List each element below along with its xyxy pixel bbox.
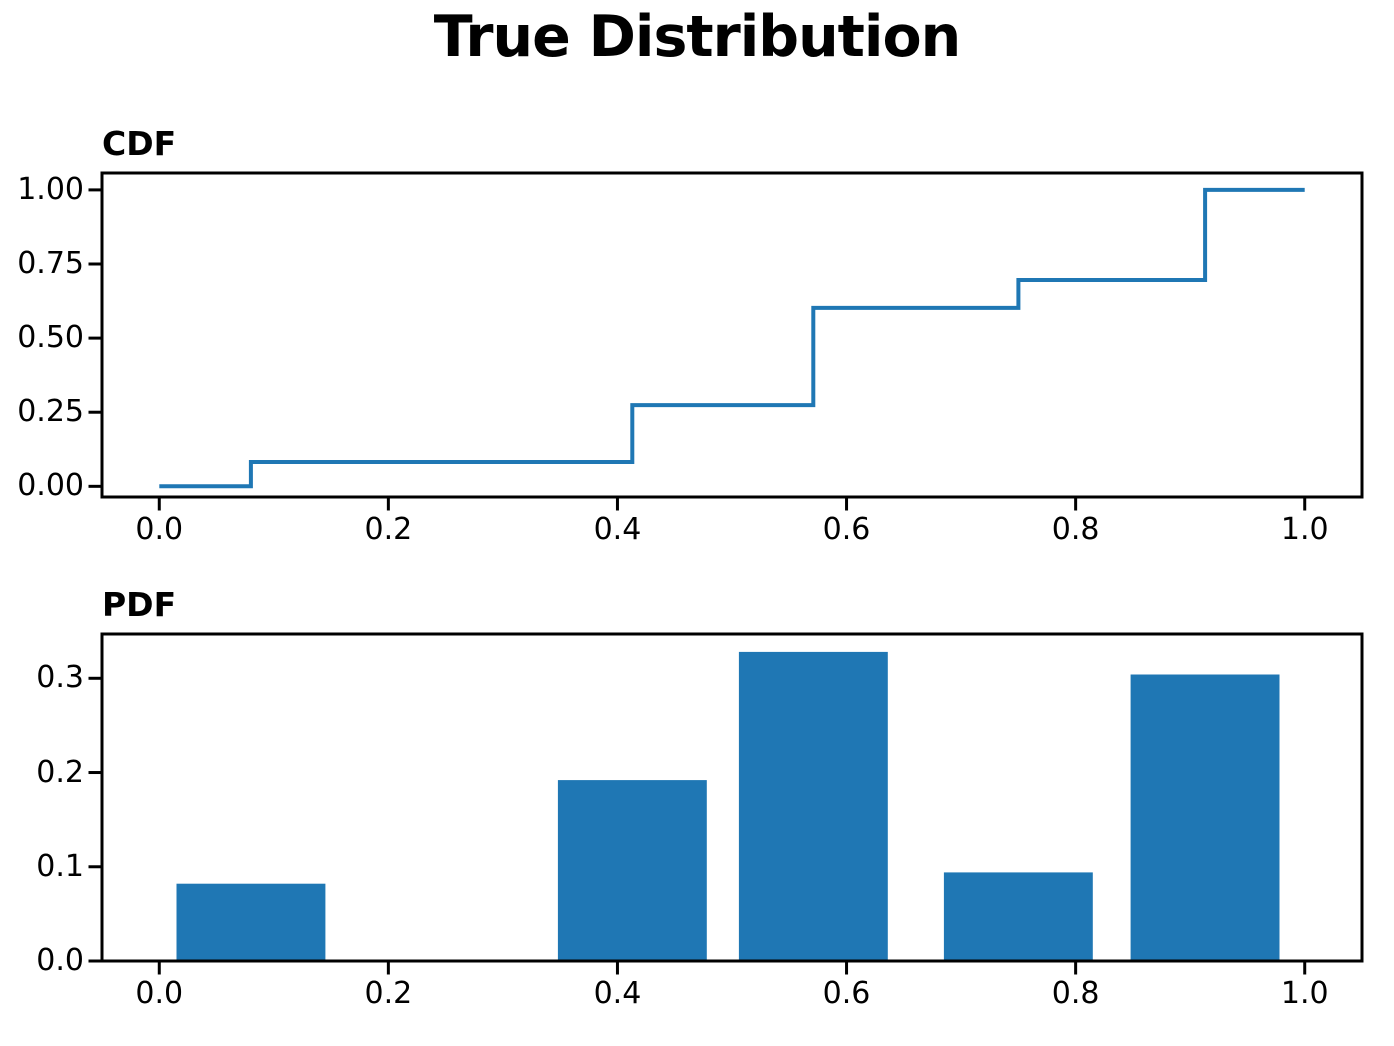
x-tick-label: 0.6 bbox=[822, 512, 871, 547]
y-tick-label: 0.1 bbox=[36, 848, 84, 884]
y-tick-label: 0.3 bbox=[36, 660, 84, 696]
y-tick-label: 0.75 bbox=[17, 246, 84, 281]
y-tick-label: 0.25 bbox=[17, 394, 84, 430]
y-tick-label: 0.00 bbox=[17, 468, 84, 504]
x-tick-label: 0.8 bbox=[1051, 976, 1100, 1011]
y-tick-label: 1.00 bbox=[17, 171, 84, 207]
x-tick-label: 1.0 bbox=[1280, 512, 1329, 547]
y-tick-label: 0.2 bbox=[36, 754, 84, 790]
x-tick-label: 0.8 bbox=[1051, 512, 1100, 547]
x-tick-label: 1.0 bbox=[1280, 976, 1329, 1011]
pdf-bar-1 bbox=[557, 780, 707, 961]
y-tick-label: 0.50 bbox=[17, 320, 84, 356]
cdf-axes bbox=[88, 171, 1364, 511]
x-tick-label: 0.6 bbox=[822, 976, 871, 1011]
axes-spines bbox=[100, 171, 1364, 499]
cdf-subplot-title: CDF bbox=[102, 124, 177, 163]
y-tick-label: 0.0 bbox=[36, 943, 84, 978]
pdf-subplot-title: PDF bbox=[102, 585, 177, 624]
pdf-bar-0 bbox=[176, 883, 326, 961]
pdf-bar-3 bbox=[943, 872, 1093, 961]
x-tick-label: 0.4 bbox=[593, 512, 642, 547]
x-tick-label: 0.4 bbox=[593, 976, 642, 1011]
x-tick-label: 0.2 bbox=[364, 512, 413, 547]
pdf-axes bbox=[88, 632, 1364, 975]
x-tick-label: 0.2 bbox=[364, 976, 413, 1011]
figure-title: True Distribution bbox=[433, 4, 961, 70]
cdf-step-line bbox=[159, 187, 1305, 489]
pdf-bar-2 bbox=[738, 651, 888, 961]
pdf-bar-4 bbox=[1130, 674, 1280, 961]
x-tick-label: 0.0 bbox=[135, 976, 184, 1011]
axes-spines bbox=[100, 632, 1364, 963]
x-tick-label: 0.0 bbox=[135, 512, 184, 547]
